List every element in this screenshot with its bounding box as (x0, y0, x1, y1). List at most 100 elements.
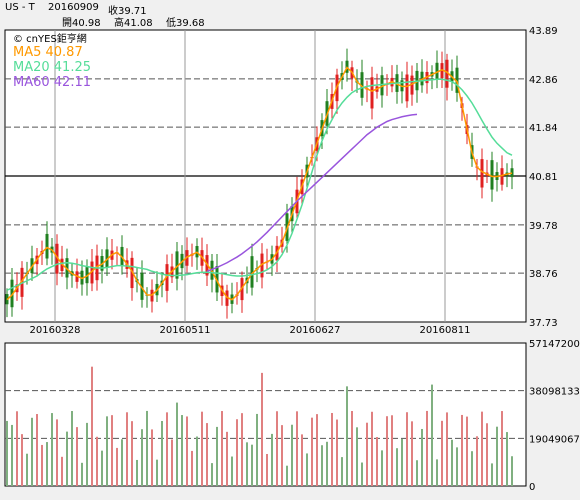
volume-bar (61, 456, 63, 486)
volume-bar (461, 414, 463, 486)
x-tick-label: 20160627 (290, 325, 341, 336)
candle-body (405, 74, 409, 102)
volume-bar (371, 411, 373, 486)
volume-bar (316, 414, 318, 486)
candle-body (410, 75, 414, 95)
open-price: 開40.98 (62, 18, 101, 29)
volume-bar (406, 412, 408, 486)
volume-tick-label: 38098133 (529, 387, 580, 398)
volume-bar (476, 436, 478, 486)
volume-bar (376, 437, 378, 486)
volume-bar (51, 413, 53, 486)
volume-bar (251, 444, 253, 486)
volume-bar (396, 448, 398, 486)
close-price: 收39.71 (108, 6, 147, 17)
volume-bar (256, 413, 258, 486)
volume-bar (271, 433, 273, 486)
volume-bar (126, 412, 128, 486)
volume-bar (351, 410, 353, 486)
volume-bar (331, 412, 333, 486)
source-label: © cnYES鉅亨網 (13, 34, 87, 45)
candle-body (90, 261, 94, 284)
volume-bar (56, 419, 58, 486)
volume-bar (321, 445, 323, 486)
volume-bar (416, 460, 418, 486)
volume-bar (21, 434, 23, 486)
volume-bar (131, 421, 133, 486)
volume-bar (171, 439, 173, 486)
volume-bar (16, 411, 18, 486)
volume-bar (311, 417, 313, 486)
candle-body (480, 159, 484, 188)
volume-bar (276, 411, 278, 486)
volume-bar (76, 427, 78, 486)
volume-tick-label: 57147200 (529, 339, 580, 350)
candle-body (445, 59, 449, 88)
moving-average-lines (6, 66, 513, 301)
y-tick-label: 40.81 (529, 172, 558, 183)
volume-bar (466, 416, 468, 486)
volume-bar (491, 463, 493, 486)
volume-bar (356, 427, 358, 486)
volume-bar (146, 410, 148, 486)
volume-bar (6, 420, 8, 486)
volume-bars (6, 366, 513, 486)
candle-body (225, 290, 229, 306)
volume-tick-label: 19049067 (529, 434, 580, 445)
volume-bar (296, 411, 298, 486)
volume-bar (471, 451, 473, 486)
volume-bar (241, 413, 243, 486)
volume-bar (361, 462, 363, 486)
candle-body (440, 63, 444, 79)
volume-bar (266, 453, 268, 486)
quote-date: 20160909 (48, 2, 99, 13)
ma-line-ma60 (206, 113, 418, 272)
volume-bar (161, 420, 163, 486)
volume-bar (306, 453, 308, 486)
volume-bar (486, 423, 488, 486)
volume-bar (176, 402, 178, 486)
volume-bar (496, 426, 498, 486)
legend-ma20: MA20 41.25 (13, 60, 91, 75)
volume-bar (221, 411, 223, 486)
volume-bar (66, 431, 68, 486)
volume-bar (391, 415, 393, 486)
legend-ma5: MA5 40.87 (13, 45, 83, 60)
high-price: 高41.08 (114, 18, 153, 29)
candle-body (250, 256, 254, 288)
volume-bar (26, 453, 28, 486)
volume-bar (501, 411, 503, 486)
candle-body (370, 77, 374, 109)
candle-body (175, 251, 179, 279)
volume-bar (181, 415, 183, 486)
candle-body (455, 67, 459, 93)
volume-tick-label: 0 (529, 482, 535, 493)
volume-bar (246, 442, 248, 486)
candle-body (65, 258, 69, 278)
candle-body (55, 243, 59, 274)
volume-bar (166, 412, 168, 486)
candle-body (260, 253, 264, 278)
candle-body (10, 279, 14, 308)
x-tick-label: 20160811 (420, 325, 471, 336)
low-price: 低39.68 (166, 18, 205, 29)
volume-bar (11, 424, 13, 486)
volume-bar (236, 419, 238, 486)
candle-body (380, 75, 384, 96)
volume-bar (111, 415, 113, 486)
volume-bar (31, 417, 33, 486)
volume-bar (151, 429, 153, 486)
volume-bar (36, 414, 38, 486)
ma-line-ma20 (6, 78, 513, 291)
volume-bar (186, 416, 188, 486)
volume-bar (156, 459, 158, 486)
volume-bar (96, 436, 98, 486)
volume-bar (116, 447, 118, 486)
volume-bar (291, 424, 293, 486)
volume-bar (41, 444, 43, 486)
volume-bar (481, 411, 483, 486)
volume-bar (346, 386, 348, 486)
candle-body (490, 160, 494, 190)
volume-bar (431, 384, 433, 486)
